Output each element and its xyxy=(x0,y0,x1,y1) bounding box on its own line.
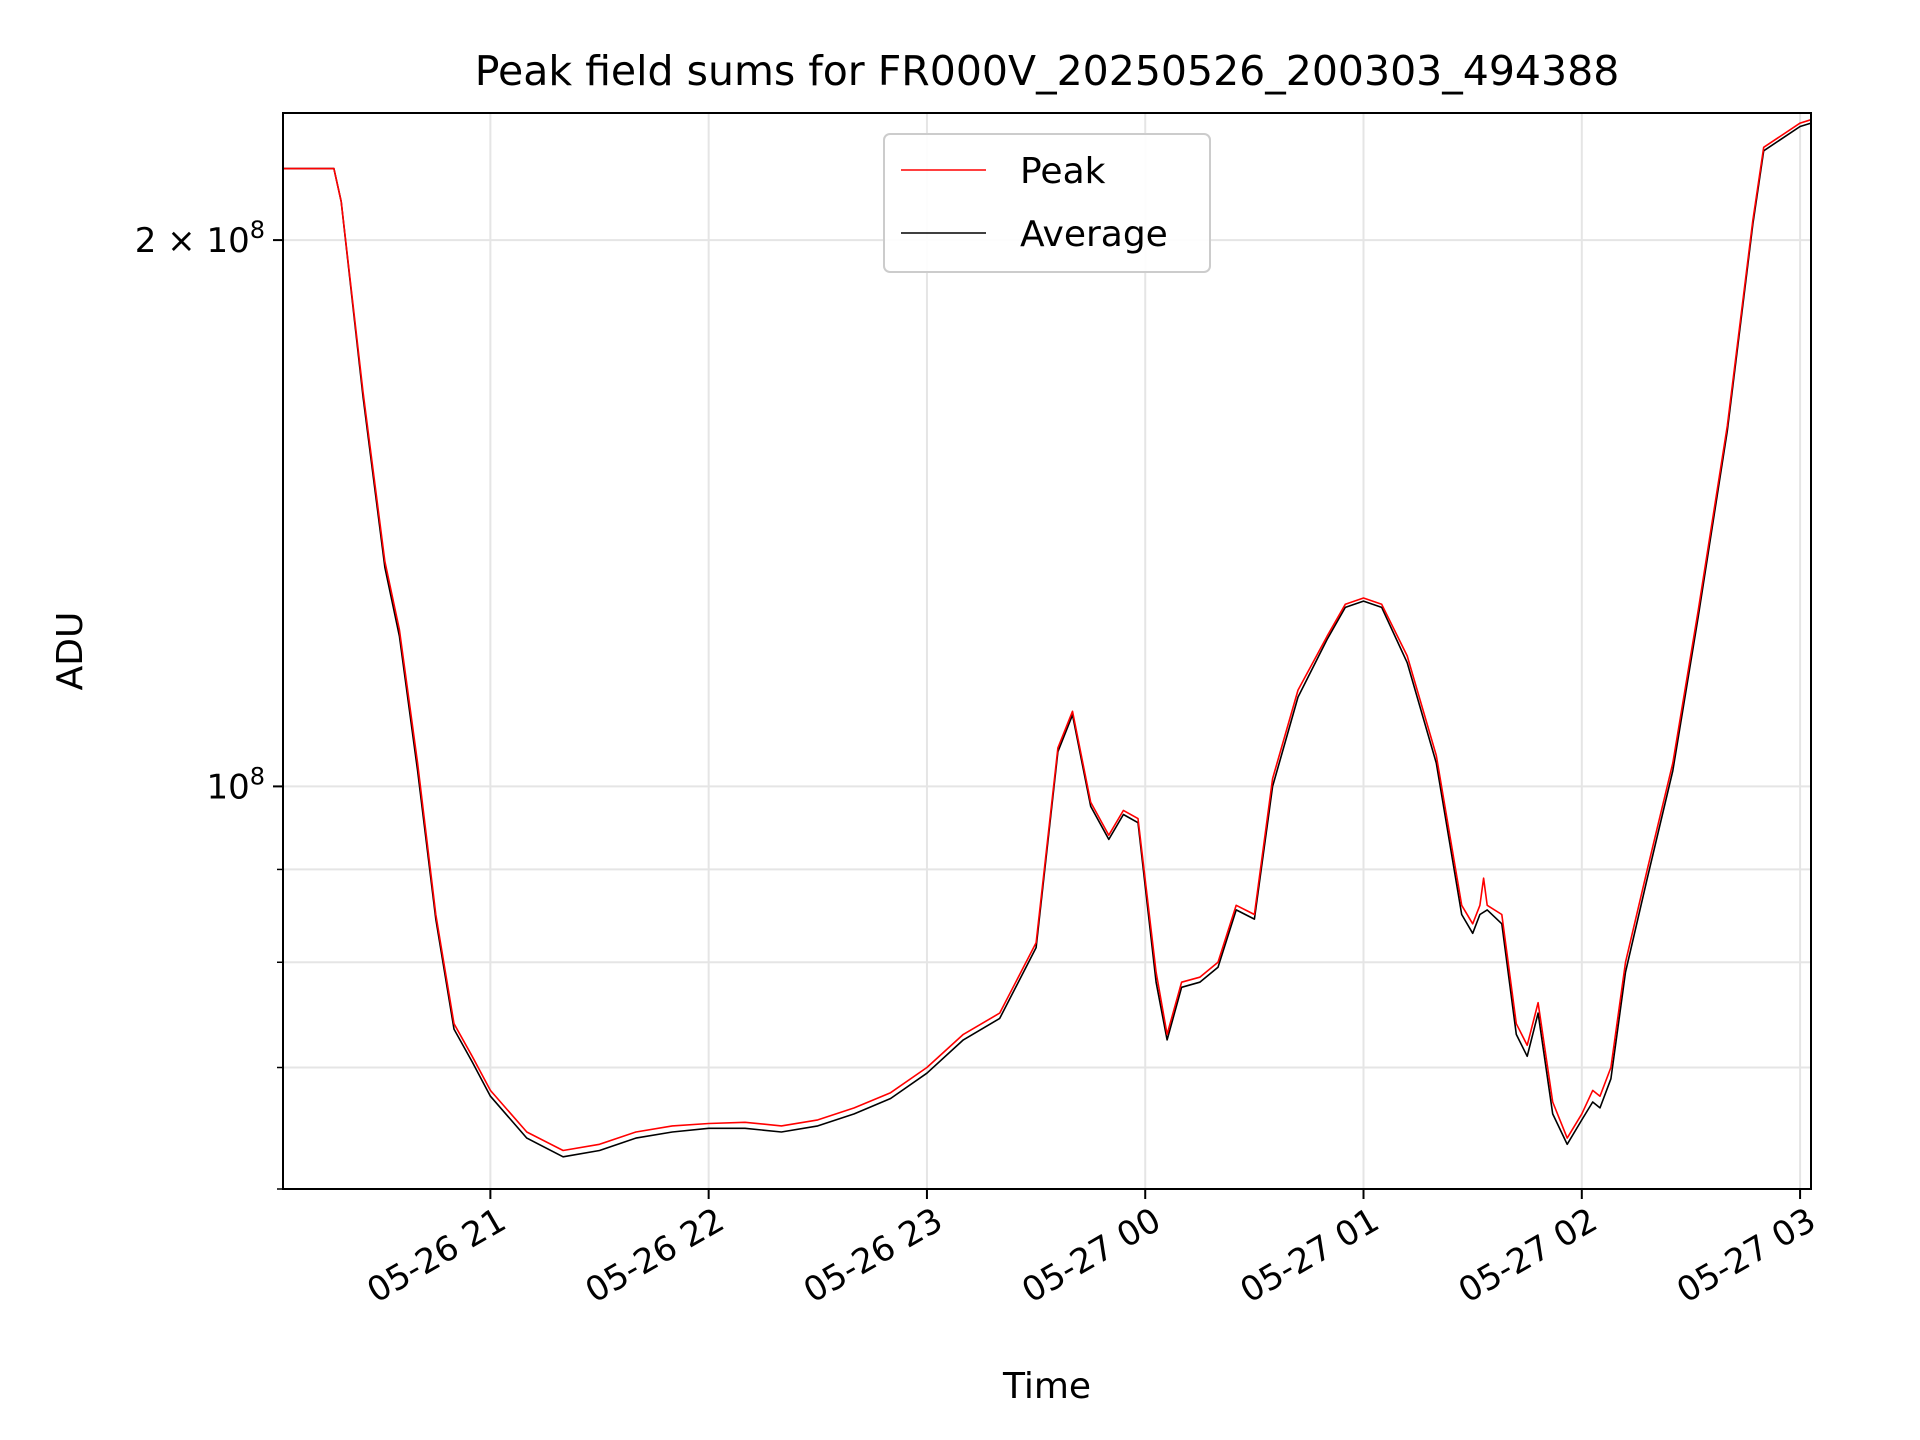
y-tick-label: 2 × 108 xyxy=(135,216,265,261)
legend-label-average: Average xyxy=(1020,214,1168,255)
plot-frame xyxy=(282,112,1812,1190)
legend-label-peak: Peak xyxy=(1020,151,1106,192)
series-line-peak xyxy=(283,118,1812,1152)
x-axis-label: Time xyxy=(1002,1366,1091,1407)
y-tick-label: 108 xyxy=(206,762,265,807)
series-layer xyxy=(283,118,1812,1158)
legend: Peak Average xyxy=(883,133,1211,273)
legend-box xyxy=(883,133,1211,273)
chart-title: Peak field sums for FR000V_20250526_2003… xyxy=(475,47,1620,95)
y-axis-label: ADU xyxy=(50,612,91,691)
series-line-average xyxy=(283,122,1812,1158)
